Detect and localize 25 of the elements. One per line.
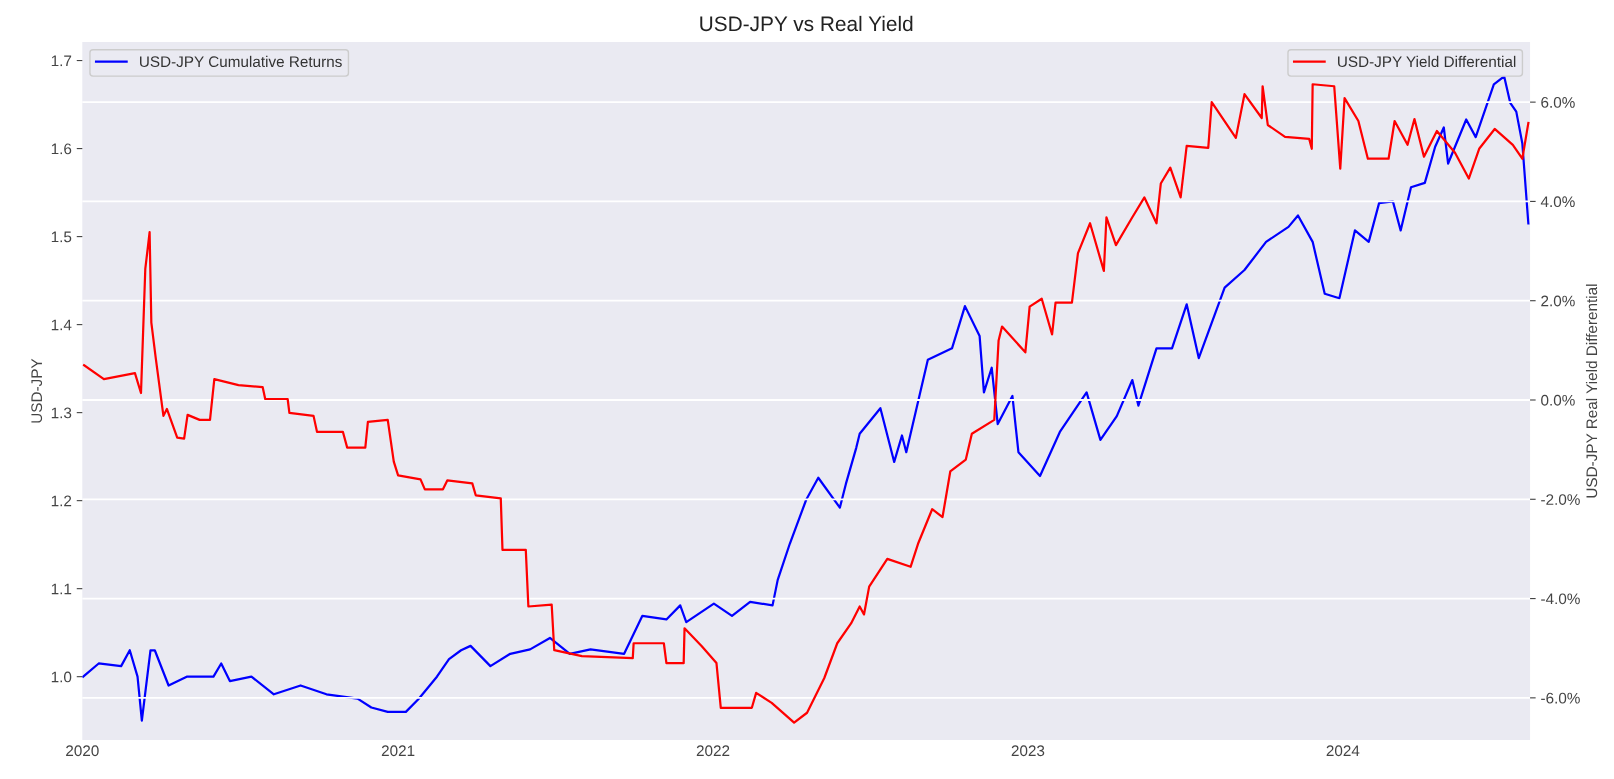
y2-tick-label: -4.0% <box>1541 593 1580 605</box>
x-tick-label: 2021 <box>381 745 415 757</box>
x-tick-label: 2024 <box>1326 745 1360 757</box>
y-tick-label: 1.2 <box>51 495 72 507</box>
x-tick-label: 2023 <box>1011 745 1045 757</box>
y2-tick-label: -6.0% <box>1541 692 1580 704</box>
y-tick-label: 1.3 <box>51 407 72 419</box>
x-tick-label: 2020 <box>66 745 99 757</box>
x-tick-label: 2022 <box>696 745 730 757</box>
y-tick-label: 1.0 <box>51 671 72 683</box>
legend-label: USD-JPY Cumulative Returns <box>140 55 342 68</box>
y-tick-label: 1.5 <box>51 231 72 243</box>
y2-tick-label: 4.0% <box>1540 196 1575 208</box>
y2-tick-label: -2.0% <box>1541 494 1580 505</box>
y-tick-label: 1.6 <box>51 143 72 155</box>
y-tick-label: 1.1 <box>51 583 72 595</box>
y2-axis-title: USD-JPY Real Yield Differential <box>1585 284 1598 498</box>
y2-tick-label: 6.0% <box>1541 97 1575 108</box>
y2-tick-label: 0.0% <box>1541 394 1575 406</box>
y-tick-label: 1.4 <box>51 319 72 331</box>
y-axis-title: USD-JPY <box>31 358 43 423</box>
chart-title: USD-JPY vs Real Yield <box>700 15 913 32</box>
y-tick-label: 1.7 <box>51 55 72 67</box>
y2-tick-label: 2.0% <box>1541 295 1575 307</box>
legend-label: USD-JPY Yield Differential <box>1338 55 1516 68</box>
